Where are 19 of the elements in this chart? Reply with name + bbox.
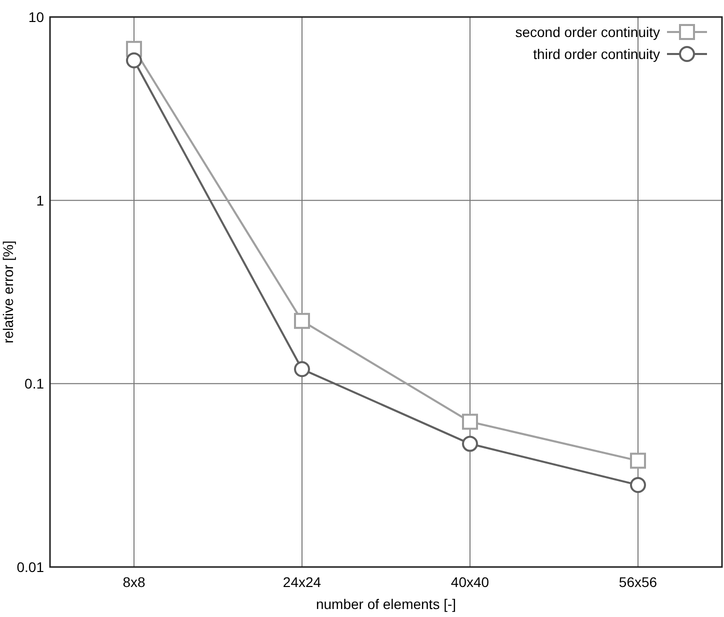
point	[462, 414, 478, 430]
x-axis-title: number of elements [-]	[316, 596, 456, 612]
point	[630, 452, 646, 469]
x-tick-label: 40x40	[450, 574, 490, 590]
x-tick-label: 56x56	[618, 574, 658, 590]
x-tick-label: 24x24	[282, 574, 322, 590]
y-tick-label: 0.1	[24, 376, 44, 392]
y-tick-label: 0.01	[16, 559, 44, 575]
point	[462, 436, 478, 452]
y-tick-label: 1	[36, 192, 44, 208]
point	[294, 361, 310, 378]
y-axis-title: relative error [%]	[0, 240, 16, 344]
legend-label: third order continuity	[533, 46, 660, 62]
y-tick-label: 10	[28, 9, 44, 25]
point	[126, 52, 142, 68]
legend-label: second order continuity	[515, 24, 660, 40]
x-tick-label: 8x8	[122, 574, 146, 590]
point	[630, 477, 646, 494]
point	[294, 312, 310, 329]
